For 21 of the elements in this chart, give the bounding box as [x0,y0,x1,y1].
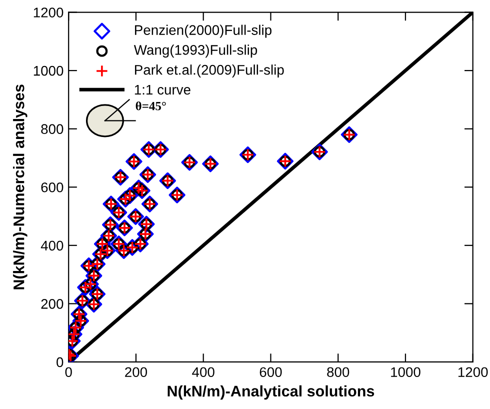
y-tick-label: 200 [41,299,64,309]
x-tick-label: 0 [65,367,72,378]
x-tick-label: 1200 [458,367,488,378]
y-tick-label: 0 [56,357,64,368]
y-tick-label: 600 [41,182,64,192]
y-tick-label: 1200 [34,8,64,18]
x-axis-title: N(kN/m)-Analytical solutions [168,385,374,400]
y-axis-title: N(kN/m)-Numercial analyses [13,84,28,290]
legend-label: 1:1 curve [134,84,190,95]
x-tick-label: 800 [327,367,350,378]
annotation: θ=45° [136,101,166,110]
y-tick-label: 400 [40,240,64,251]
legend-label: Penzien(2000)Full-slip [135,24,272,38]
x-tick-label: 400 [192,367,214,378]
x-tick-label: 1000 [391,367,420,378]
y-tick-label: 800 [41,124,64,134]
y-tick-label: 1000 [34,66,64,76]
x-tick-label: 600 [260,367,282,378]
legend-label: Park et.al.(2009)Full-slip [135,64,284,78]
x-tick-label: 200 [125,367,148,378]
legend-label: Wang(1993)Full-slip [134,44,258,58]
